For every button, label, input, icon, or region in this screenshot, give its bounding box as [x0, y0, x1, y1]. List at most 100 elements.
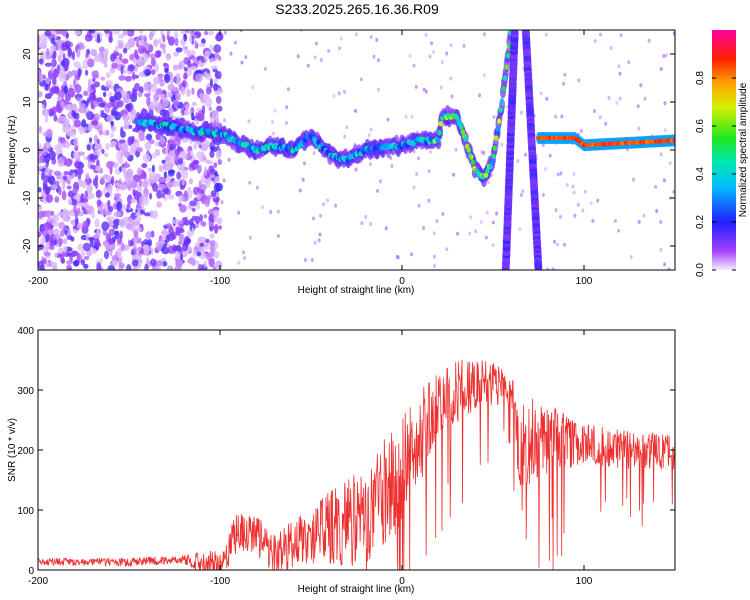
spectrogram-noise-cell	[73, 203, 77, 214]
spectrogram-faint-cell	[389, 156, 393, 160]
spectrogram-noise-cell	[45, 83, 49, 91]
spectrogram-noise-cell	[130, 109, 137, 118]
spectrogram-noise-cell	[38, 156, 43, 164]
spectrogram-noise-cell	[197, 263, 203, 270]
spectrogram-faint-cell	[404, 114, 408, 119]
spectrogram-noise-cell	[193, 141, 198, 150]
spectrogram-noise-cell	[175, 47, 183, 53]
spectrogram-noise-cell	[183, 49, 190, 55]
spectrogram-noise-cell	[198, 164, 202, 174]
spectrogram-noise-cell	[163, 196, 168, 201]
spectrogram-noise-cell	[185, 30, 190, 34]
spectrogram-noise-cell	[83, 263, 89, 269]
spectrogram-noise-cell	[188, 178, 193, 185]
spectrogram-noise-cell	[74, 161, 81, 169]
spectrogram-noise-cell	[212, 57, 217, 62]
spectrogram-faint-cell	[556, 172, 560, 177]
spectrogram-faint-cell	[571, 184, 575, 189]
spectrogram-faint-cell	[617, 228, 621, 233]
spectrogram-noise-cell	[158, 75, 163, 83]
spectrogram-noise-cell	[212, 250, 220, 259]
spectrogram-noise-cell	[190, 161, 199, 171]
spectrogram-noise-cell	[38, 170, 41, 175]
spectrogram-noise-cell	[158, 164, 162, 172]
spectrogram-noise-cell	[215, 31, 224, 42]
spectrogram-noise-cell	[181, 80, 187, 88]
spectrogram-faint-cell	[424, 32, 428, 37]
spectrogram-noise-cell	[116, 201, 123, 211]
spectrogram-faint-cell	[482, 73, 486, 78]
spectrogram-noise-cell	[118, 166, 123, 173]
spectrogram-noise-cell	[111, 254, 119, 260]
spectrogram-noise-cell	[61, 190, 67, 201]
spectrogram-faint-cell	[432, 231, 436, 236]
spectrogram-noise-cell	[57, 157, 65, 167]
spectrogram-noise-cell	[64, 158, 73, 167]
spectrogram-faint-cell	[491, 220, 495, 225]
colorbar-tick-label: 0.8	[695, 71, 706, 85]
spectrogram-trace-cell	[505, 52, 511, 59]
spectrogram-noise-cell	[113, 218, 121, 226]
spectrogram-noise-cell	[53, 233, 61, 239]
spectrogram-faint-cell	[410, 114, 414, 119]
colorbar-gradient	[712, 30, 736, 270]
spectrogram-faint-cell	[313, 240, 317, 245]
spectrogram-faint-cell	[379, 179, 382, 184]
spectrogram-noise-cell	[91, 120, 99, 126]
spectrogram-noise-cell	[151, 210, 158, 220]
spectrogram-noise-cell	[191, 227, 195, 236]
spectrogram-faint-cell	[450, 94, 454, 99]
spectrogram-faint-cell	[619, 33, 623, 38]
spectrogram-noise-cell	[200, 221, 207, 227]
colorbar: 0.0 0.2 0.4 0.6 0.8 Normalized spectral ampl…	[695, 30, 749, 277]
spectrogram-noise-cell	[56, 175, 64, 181]
spectrogram-noise-cell	[92, 70, 99, 79]
spectrogram-noise-cell	[103, 62, 108, 68]
spectrogram-noise-cell	[210, 190, 217, 198]
spectrogram-faint-cell	[637, 220, 641, 224]
spectrogram-faint-cell	[345, 125, 349, 130]
spectrogram-noise-cell	[175, 72, 181, 79]
spectrogram-noise-cell	[86, 144, 91, 151]
spectrogram-faint-cell	[662, 178, 666, 183]
spectrogram-faint-cell	[237, 260, 241, 265]
spectrogram-noise-cell	[126, 30, 135, 37]
spectrogram-noise-cell	[183, 33, 188, 42]
spectrogram-noise-cell	[169, 76, 174, 85]
spectrogram-faint-cell	[672, 189, 675, 194]
spectrogram-noise-cell	[61, 250, 69, 257]
spectrogram-noise-cell	[84, 190, 89, 199]
spectrogram-noise-cell	[102, 50, 108, 56]
spectrogram-noise-cell	[180, 169, 189, 180]
spectrogram-noise-cell	[38, 165, 43, 170]
spectrogram-noise-cell	[208, 257, 215, 268]
spectrogram-noise-cell	[140, 247, 145, 255]
spectrogram-noise-cell	[60, 60, 66, 67]
spectrogram-noise-cell	[143, 212, 151, 217]
spectrogram-noise-cell	[181, 42, 185, 51]
spectrogram-noise-cell	[56, 237, 64, 246]
spectrogram-faint-cell	[319, 213, 323, 218]
colorbar-ticks: 0.0 0.2 0.4 0.6 0.8	[695, 71, 736, 277]
spectrogram-noise-cell	[107, 161, 115, 167]
spectrogram-noise-cell	[196, 69, 204, 74]
spectrogram-noise-cell	[79, 103, 86, 109]
spectrogram-noise-cell	[46, 47, 50, 56]
spectrogram-noise-cell	[64, 119, 70, 126]
spectrogram-noise-cell	[40, 235, 46, 246]
spectrogram-faint-cell	[629, 255, 633, 260]
spectrogram-noise-cell	[209, 78, 213, 88]
spectrogram-noise-cell	[124, 151, 130, 159]
spectrogram-noise-cell	[64, 40, 71, 49]
spectrogram-faint-cell	[242, 250, 245, 255]
y-tick-label: 0	[22, 147, 33, 153]
spectrogram-noise-cell	[45, 142, 51, 149]
spectrogram-trace-cell	[494, 135, 499, 141]
spectrogram-noise-cell	[173, 51, 180, 57]
spectrogram-noise-cell	[155, 260, 163, 267]
spectrogram-faint-cell	[425, 89, 428, 94]
spectrogram-noise-cell	[124, 171, 133, 182]
spectrogram-noise-cell	[105, 129, 110, 136]
spectrogram-noise-cell	[72, 250, 79, 257]
spectrogram-trace-cell	[497, 118, 502, 124]
